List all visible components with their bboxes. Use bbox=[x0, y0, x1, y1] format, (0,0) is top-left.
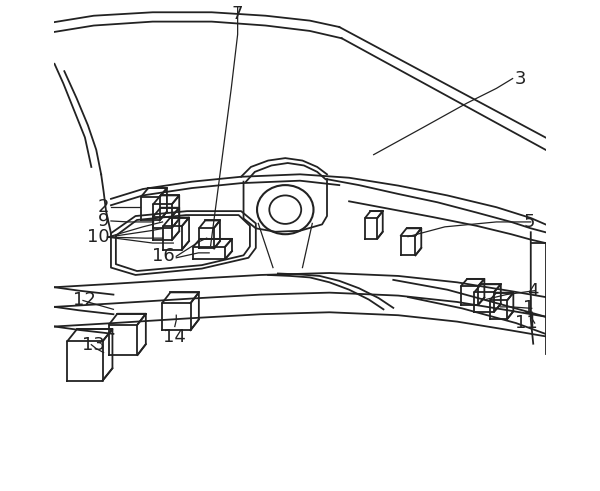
Text: 14: 14 bbox=[163, 328, 186, 346]
Text: 16: 16 bbox=[152, 247, 175, 265]
Text: 10: 10 bbox=[87, 228, 109, 246]
Text: 7: 7 bbox=[232, 5, 244, 23]
Text: 2: 2 bbox=[98, 198, 109, 216]
Text: 1: 1 bbox=[523, 300, 535, 317]
Text: 9: 9 bbox=[98, 212, 109, 230]
Text: 11: 11 bbox=[515, 314, 538, 332]
Text: 3: 3 bbox=[515, 70, 527, 87]
Text: 4: 4 bbox=[527, 282, 538, 300]
Text: 13: 13 bbox=[82, 336, 104, 354]
Text: 12: 12 bbox=[73, 292, 96, 309]
Text: 5: 5 bbox=[523, 213, 535, 231]
